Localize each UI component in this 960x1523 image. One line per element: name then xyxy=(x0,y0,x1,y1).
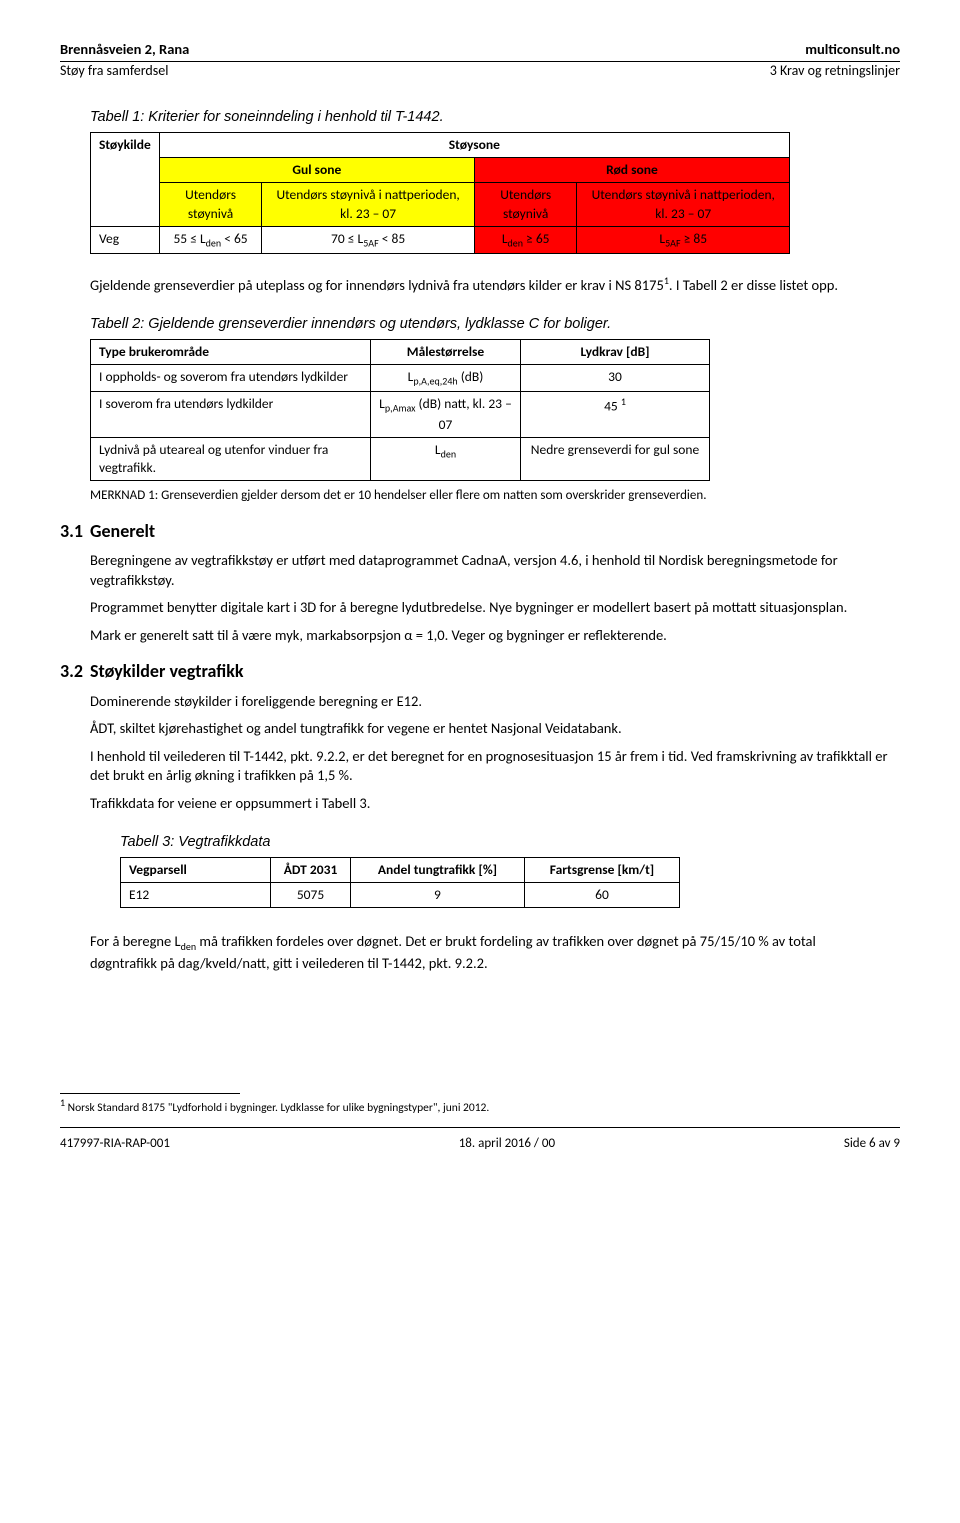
t1-c3: Lden ≥ 65 xyxy=(474,226,577,253)
sec31-p3: Mark er generelt satt til å være myk, ma… xyxy=(90,626,900,646)
section-3-1-head: 3.1 Generelt xyxy=(60,519,900,543)
t3-r1c1: E12 xyxy=(121,883,271,908)
t1-h-us2: Utendørs støynivå xyxy=(474,183,577,226)
t3-h1: Vegparsell xyxy=(121,858,271,883)
t1-h-kilde: Støykilde xyxy=(91,133,160,227)
para1: Gjeldende grenseverdier på uteplass og f… xyxy=(90,274,870,295)
t2-r1c2: Lp,A,eq,24h (dB) xyxy=(371,365,521,392)
footer-right: Side 6 av 9 xyxy=(844,1135,900,1153)
t1-row-label: Veg xyxy=(91,226,160,253)
sec32-title: Støykilder vegtrafikk xyxy=(90,659,244,683)
t1-h-usn1: Utendørs støynivå i nattperioden, kl. 23… xyxy=(262,183,474,226)
t2-r3c3: Nedre grenseverdi for gul sone xyxy=(521,437,710,480)
t1-c1: 55 ≤ Lden < 65 xyxy=(159,226,262,253)
table2: Type brukerområde Målestørrelse Lydkrav … xyxy=(90,339,710,481)
t2-r3c1: Lydnivå på uteareal og utenfor vinduer f… xyxy=(91,437,371,480)
t3-h2: ÅDT 2031 xyxy=(271,858,351,883)
t1-h-sone: Støysone xyxy=(159,133,789,158)
section-3-2-head: 3.2 Støykilder vegtrafikk xyxy=(60,659,900,683)
t2-r1c1: I oppholds- og soverom fra utendørs lydk… xyxy=(91,365,371,392)
t2-h1: Type brukerområde xyxy=(91,340,371,365)
page-footer: 417997-RIA-RAP-001 18. april 2016 / 00 S… xyxy=(60,1135,900,1153)
t1-h-gul: Gul sone xyxy=(159,158,474,183)
t3-r1c2: 5075 xyxy=(271,883,351,908)
t2-r2c1: I soverom fra utendørs lydkilder xyxy=(91,392,371,437)
sec32-p1: Dominerende støykilder i foreliggende be… xyxy=(90,692,900,712)
t3-h3: Andel tungtrafikk [%] xyxy=(351,858,525,883)
t2-h2: Målestørrelse xyxy=(371,340,521,365)
para-end: For å beregne Lden må trafikken fordeles… xyxy=(90,932,870,973)
sec31-body: Beregningene av vegtrafikkstøy er utført… xyxy=(90,551,900,645)
merknad1: MERKNAD 1: Grenseverdien gjelder dersom … xyxy=(90,487,870,505)
t3-r1c3: 9 xyxy=(351,883,525,908)
subheader-right: 3 Krav og retningslinjer xyxy=(770,62,900,81)
sec32-num: 3.2 xyxy=(60,659,90,683)
table2-caption: Tabell 2: Gjeldende grenseverdier innend… xyxy=(90,315,900,335)
t3-h4: Fartsgrense [km/t] xyxy=(524,858,679,883)
sec31-title: Generelt xyxy=(90,519,155,543)
table3-caption: Tabell 3: Vegtrafikkdata xyxy=(120,833,900,853)
footnote: 1 Norsk Standard 8175 "Lydforhold i bygn… xyxy=(60,1096,900,1116)
t2-r3c2: Lden xyxy=(371,437,521,480)
sec31-num: 3.1 xyxy=(60,519,90,543)
footer-left: 417997-RIA-RAP-001 xyxy=(60,1135,170,1153)
t2-r2c2: Lp,Amax (dB) natt, kl. 23 – 07 xyxy=(371,392,521,437)
t1-c2: 70 ≤ L5AF < 85 xyxy=(262,226,474,253)
subheader-left: Støy fra samferdsel xyxy=(60,62,168,81)
header-right: multiconsult.no xyxy=(805,40,900,60)
header-left: Brennåsveien 2, Rana xyxy=(60,40,189,60)
sec32-p3: I henhold til veilederen til T-1442, pkt… xyxy=(90,747,900,786)
table1-caption: Tabell 1: Kriterier for soneinndeling i … xyxy=(90,108,900,128)
t2-r2c3: 45 1 xyxy=(521,392,710,437)
t1-c4: L5AF ≥ 85 xyxy=(577,226,790,253)
t3-r1c4: 60 xyxy=(524,883,679,908)
t1-h-rod: Rød sone xyxy=(474,158,789,183)
sec32-body: Dominerende støykilder i foreliggende be… xyxy=(90,692,900,814)
page-header: Brennåsveien 2, Rana multiconsult.no xyxy=(60,40,900,62)
t2-h3: Lydkrav [dB] xyxy=(521,340,710,365)
footnote-rule xyxy=(60,1093,240,1094)
sec31-p1: Beregningene av vegtrafikkstøy er utført… xyxy=(90,551,900,590)
t2-r1c3: 30 xyxy=(521,365,710,392)
t1-h-us1: Utendørs støynivå xyxy=(159,183,262,226)
footer-rule xyxy=(60,1127,900,1128)
footer-center: 18. april 2016 / 00 xyxy=(459,1135,555,1153)
t1-h-usn2: Utendørs støynivå i nattperioden, kl. 23… xyxy=(577,183,790,226)
sec32-p2: ÅDT, skiltet kjørehastighet og andel tun… xyxy=(90,719,900,739)
sec31-p2: Programmet benytter digitale kart i 3D f… xyxy=(90,598,900,618)
sec32-p4: Trafikkdata for veiene er oppsummert i T… xyxy=(90,794,900,814)
table3: Vegparsell ÅDT 2031 Andel tungtrafikk [%… xyxy=(120,857,680,908)
table1: Støykilde Støysone Gul sone Rød sone Ute… xyxy=(90,132,790,254)
page-subheader: Støy fra samferdsel 3 Krav og retningsli… xyxy=(60,62,900,81)
